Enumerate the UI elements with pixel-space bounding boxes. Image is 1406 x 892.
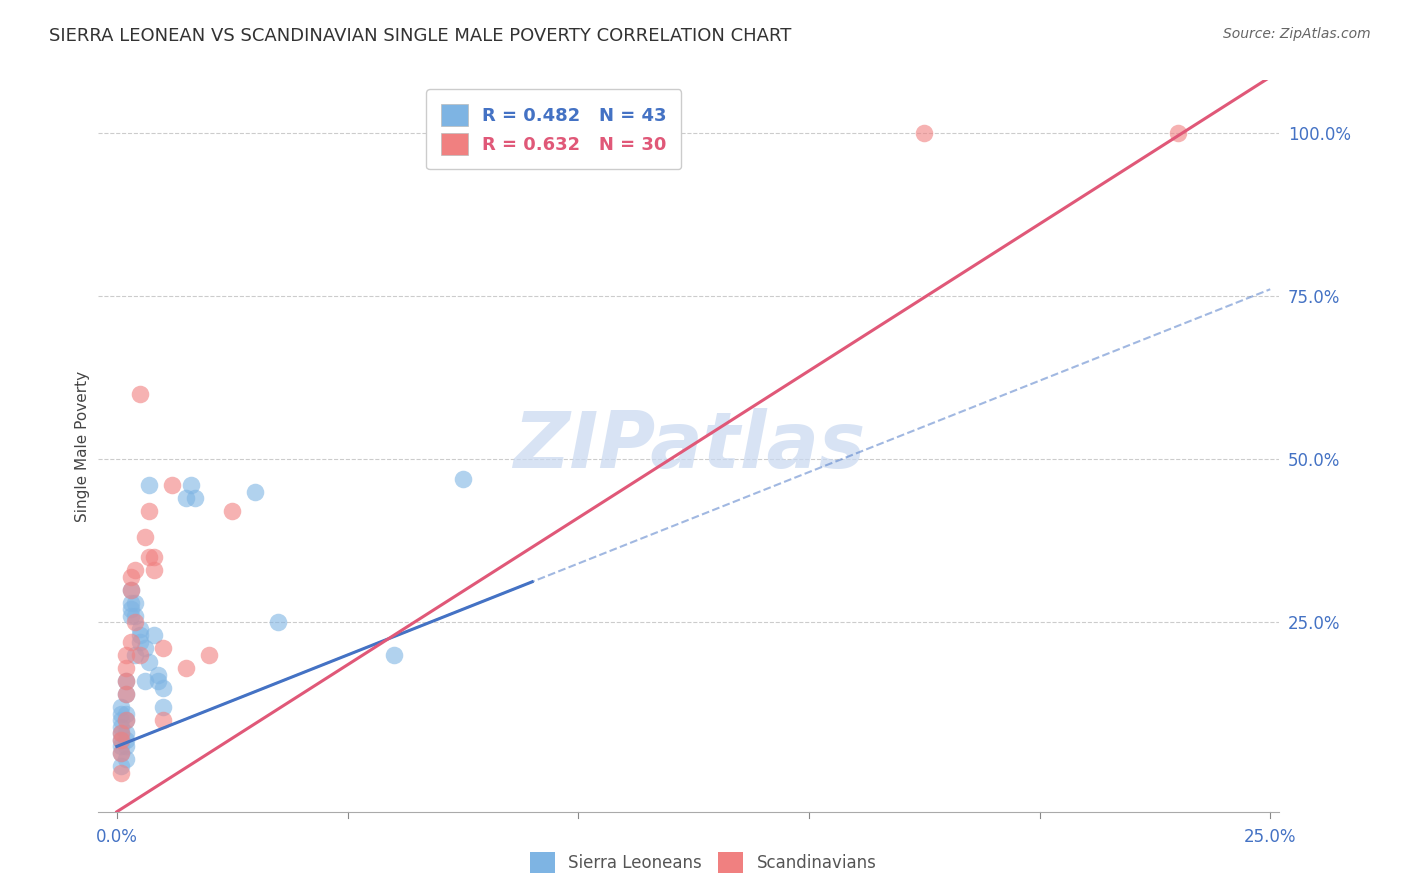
Point (115, 706, 138, 721)
Point (138, 504, 160, 518)
Point (129, 648, 152, 662)
Point (124, 596, 146, 610)
Point (184, 491, 207, 506)
Point (110, 700, 132, 714)
Point (134, 641, 156, 656)
Point (115, 674, 138, 689)
Point (138, 478, 160, 492)
Point (142, 563, 165, 577)
Point (142, 628, 165, 642)
Point (120, 596, 142, 610)
Point (134, 530, 156, 544)
Text: 0.0%: 0.0% (96, 828, 138, 846)
Text: ZIPatlas: ZIPatlas (513, 408, 865, 484)
Point (110, 732, 132, 747)
Point (162, 478, 183, 492)
Point (110, 706, 132, 721)
Point (115, 726, 138, 740)
Point (451, 472, 474, 486)
Point (110, 720, 132, 734)
Point (115, 752, 138, 766)
Point (120, 582, 142, 597)
Point (120, 569, 142, 583)
Point (152, 681, 174, 695)
Point (138, 655, 160, 669)
Point (267, 615, 290, 630)
Point (110, 726, 132, 740)
Point (148, 674, 170, 689)
Point (382, 648, 405, 662)
Point (115, 687, 138, 701)
Point (110, 739, 132, 754)
Text: Source: ZipAtlas.com: Source: ZipAtlas.com (1223, 27, 1371, 41)
Point (1167, 126, 1189, 140)
Point (245, 484, 267, 499)
Legend: R = 0.482   N = 43, R = 0.632   N = 30: R = 0.482 N = 43, R = 0.632 N = 30 (426, 89, 682, 169)
Point (115, 674, 138, 689)
Point (115, 661, 138, 675)
Point (115, 648, 138, 662)
Point (912, 126, 935, 140)
Point (124, 608, 146, 623)
Point (180, 478, 202, 492)
Text: 25.0%: 25.0% (1244, 828, 1296, 846)
Point (129, 386, 152, 401)
Point (110, 714, 132, 728)
Point (138, 549, 160, 564)
Point (129, 622, 152, 636)
Point (174, 661, 197, 675)
Point (110, 732, 132, 747)
Point (110, 765, 132, 780)
Point (134, 674, 156, 689)
Point (142, 549, 165, 564)
Legend: Sierra Leoneans, Scandinavians: Sierra Leoneans, Scandinavians (523, 846, 883, 880)
Point (120, 608, 142, 623)
Point (115, 732, 138, 747)
Point (198, 648, 221, 662)
Y-axis label: Single Male Poverty: Single Male Poverty (75, 370, 90, 522)
Point (115, 687, 138, 701)
Point (120, 602, 142, 616)
Point (110, 759, 132, 773)
Point (115, 714, 138, 728)
Point (110, 726, 132, 740)
Point (110, 746, 132, 760)
Point (124, 648, 146, 662)
Point (148, 667, 170, 681)
Point (174, 491, 197, 506)
Text: SIERRA LEONEAN VS SCANDINAVIAN SINGLE MALE POVERTY CORRELATION CHART: SIERRA LEONEAN VS SCANDINAVIAN SINGLE MA… (49, 27, 792, 45)
Point (567, 126, 589, 140)
Point (110, 746, 132, 760)
Point (152, 714, 174, 728)
Point (152, 700, 174, 714)
Point (221, 504, 243, 518)
Point (152, 641, 174, 656)
Point (120, 582, 142, 597)
Point (120, 635, 142, 649)
Point (124, 615, 146, 630)
Point (115, 739, 138, 754)
Point (129, 635, 152, 649)
Point (124, 563, 146, 577)
Point (115, 714, 138, 728)
Point (129, 628, 152, 642)
